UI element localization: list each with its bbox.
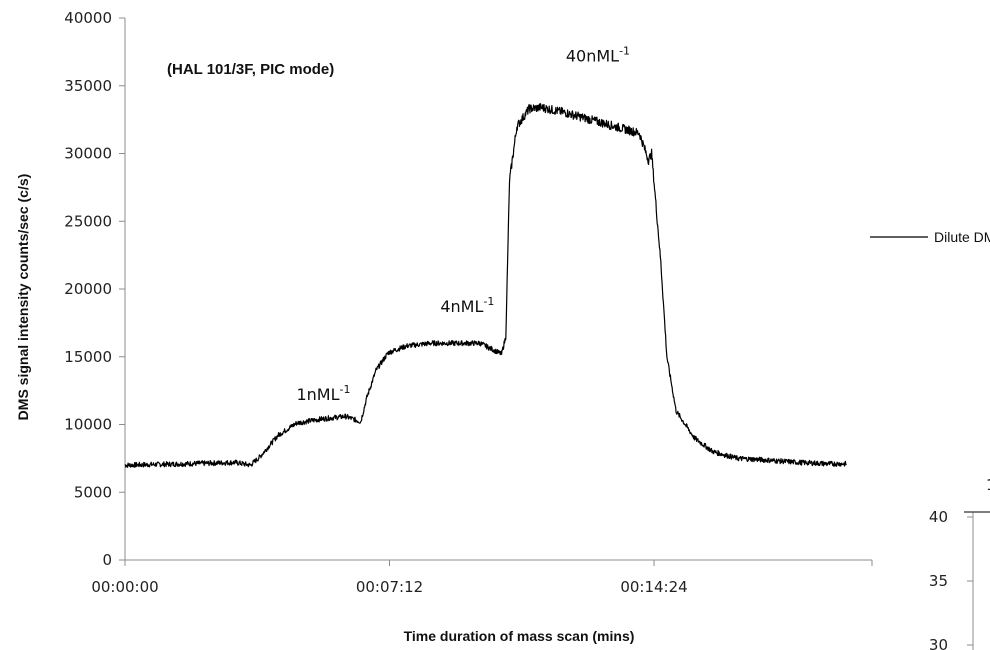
- y-tick-label: 35000: [64, 77, 112, 95]
- concentration-label: 1nML-1: [296, 383, 350, 404]
- y-tick-label: 25000: [64, 212, 112, 230]
- x-tick-label: 00:07:12: [356, 578, 423, 596]
- legend-entry: Dilute DMS peak at 62 amu: [934, 229, 990, 245]
- y-tick-label: 0: [102, 551, 112, 569]
- partial-y-ticks: 40 35 30: [929, 508, 973, 650]
- partial-top-label: 1: [986, 476, 990, 494]
- x-ticks: 00:00:00 00:07:12 00:14:24: [91, 560, 873, 596]
- partial-chart: 1 40 35 30: [929, 476, 990, 650]
- y-tick-label: 30000: [64, 145, 112, 163]
- y-ticks: 0 5000 10000 15000 20000 25000 30000 35000 40000: [64, 9, 125, 569]
- y-tick-label: 10000: [64, 416, 112, 434]
- concentration-label: 4nML-1: [440, 295, 494, 316]
- x-axis-title: Time duration of mass scan (mins): [404, 628, 635, 644]
- concentration-label: 40nML-1: [566, 44, 630, 65]
- series-line-dms-62amu: [124, 103, 847, 468]
- main-plot: 0 5000 10000 15000 20000 25000 30000 35000 40000…: [15, 9, 990, 644]
- annotations: 1nML-1 4nML-1 40nML-1: [296, 44, 630, 404]
- partial-y-tick-label: 35: [929, 572, 948, 590]
- y-tick-label: 40000: [64, 9, 112, 27]
- legend: Dilute DMS peak at 62 amu: [870, 229, 990, 245]
- y-tick-label: 20000: [64, 280, 112, 298]
- partial-y-tick-label: 40: [929, 508, 948, 526]
- x-tick-label: 00:14:24: [620, 578, 687, 596]
- y-tick-label: 5000: [74, 483, 112, 501]
- y-tick-label: 15000: [64, 348, 112, 366]
- x-tick-label: 00:00:00: [91, 578, 158, 596]
- partial-y-tick-label: 30: [929, 636, 948, 650]
- annotation-title: (HAL 101/3F, PIC mode): [167, 61, 334, 78]
- y-axis-title: DMS signal intensity counts/sec (c/s): [15, 174, 31, 421]
